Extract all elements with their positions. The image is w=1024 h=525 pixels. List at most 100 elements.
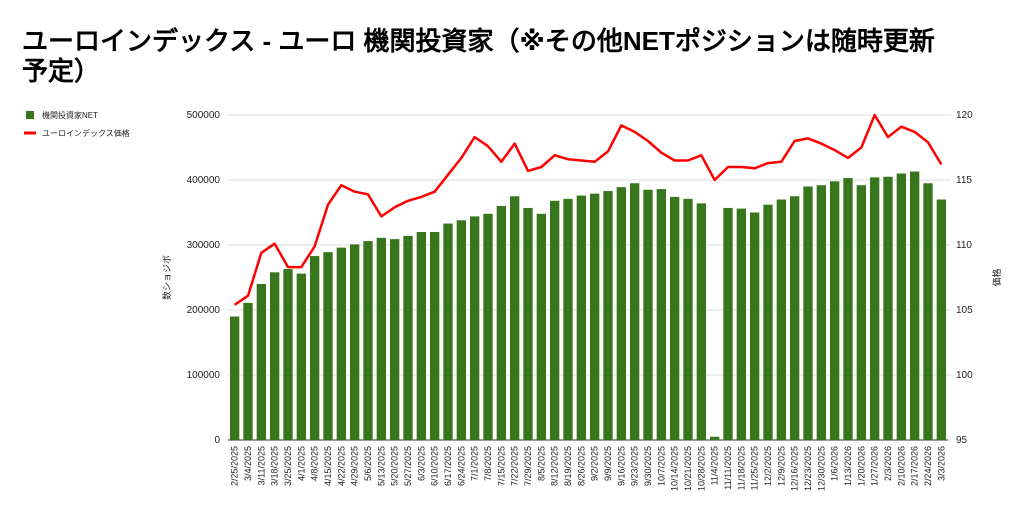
x-tick-label: 10/7/2025 <box>656 446 666 486</box>
x-tick-label: 5/20/2025 <box>390 446 400 486</box>
bar <box>923 183 933 440</box>
x-tick-label: 1/27/2026 <box>870 446 880 486</box>
x-tick-label: 4/8/2025 <box>310 446 320 481</box>
bar <box>736 208 746 440</box>
x-tick-label: 6/3/2025 <box>416 446 426 481</box>
bar <box>310 256 320 440</box>
x-tick-label: 4/29/2025 <box>350 446 360 486</box>
bar <box>443 223 453 440</box>
bar <box>376 237 386 440</box>
bar <box>670 196 680 440</box>
x-tick-label: 7/1/2025 <box>470 446 480 481</box>
y-tick-label: 500000 <box>187 110 221 121</box>
x-tick-label: 5/13/2025 <box>376 446 386 486</box>
y2-tick-label: 120 <box>956 110 973 121</box>
x-tick-label: 4/1/2025 <box>296 446 306 481</box>
x-tick-label: 9/30/2025 <box>643 446 653 486</box>
x-tick-label: 3/3/2026 <box>936 446 946 481</box>
bar <box>416 232 426 440</box>
bar <box>536 213 546 440</box>
bar <box>456 220 466 440</box>
x-tick-label: 10/28/2025 <box>696 446 706 491</box>
x-tick-label: 2/25/2025 <box>230 446 240 486</box>
bar <box>363 241 373 440</box>
x-tick-label: 8/5/2025 <box>536 446 546 481</box>
x-tick-label: 12/2/2025 <box>763 446 773 486</box>
x-tick-label: 12/23/2025 <box>803 446 813 491</box>
bar <box>430 232 440 440</box>
bar <box>283 269 293 440</box>
y-tick-label: 100000 <box>187 370 221 381</box>
bar <box>296 273 306 440</box>
bar <box>750 212 760 440</box>
bar <box>816 185 826 440</box>
x-tick-label: 4/15/2025 <box>323 446 333 486</box>
bar <box>390 239 400 440</box>
x-tick-label: 12/9/2025 <box>776 446 786 486</box>
x-tick-label: 2/10/2026 <box>896 446 906 486</box>
bar <box>803 186 813 440</box>
x-tick-label: 6/10/2025 <box>430 446 440 486</box>
legend-swatch <box>26 111 34 119</box>
bar <box>656 189 666 440</box>
x-tick-label: 6/17/2025 <box>443 446 453 486</box>
bar <box>843 178 853 441</box>
bar <box>576 195 586 440</box>
x-tick-label: 2/24/2026 <box>923 446 933 486</box>
bar <box>496 206 506 440</box>
bar <box>510 196 520 440</box>
bar <box>643 189 653 440</box>
bar <box>683 198 693 440</box>
bar <box>270 272 280 440</box>
bar <box>790 196 800 440</box>
line <box>233 113 943 306</box>
x-tick-label: 9/9/2025 <box>603 446 613 481</box>
x-tick-label: 3/18/2025 <box>270 446 280 486</box>
bar <box>256 284 266 440</box>
bar <box>630 183 640 440</box>
bar <box>243 302 253 440</box>
y-tick-label: 400000 <box>187 175 221 186</box>
legend-label: 機関投資家NET <box>42 110 98 120</box>
x-tick-label: 12/16/2025 <box>790 446 800 491</box>
x-tick-label: 5/27/2025 <box>403 446 413 486</box>
x-tick-label: 11/4/2025 <box>710 446 720 485</box>
bar <box>483 213 493 440</box>
bar <box>350 244 360 440</box>
bar <box>710 436 720 440</box>
x-tick-label: 3/4/2025 <box>243 446 253 481</box>
bar <box>870 177 880 440</box>
bar <box>763 204 773 440</box>
x-tick-label: 8/26/2025 <box>576 446 586 486</box>
x-tick-label: 5/6/2025 <box>363 446 373 481</box>
bar <box>323 252 333 440</box>
x-tick-label: 2/17/2026 <box>910 446 920 486</box>
x-tick-label: 1/20/2026 <box>856 446 866 486</box>
bar <box>856 185 866 440</box>
x-tick-label: 7/29/2025 <box>523 446 533 486</box>
x-tick-label: 3/11/2025 <box>256 446 266 485</box>
y2-tick-label: 100 <box>956 370 973 381</box>
bar <box>910 171 920 441</box>
x-tick-label: 11/18/2025 <box>736 446 746 490</box>
bar <box>883 176 893 440</box>
y-tick-label: 0 <box>214 435 220 446</box>
bar <box>550 200 560 440</box>
y2-tick-label: 110 <box>956 240 972 251</box>
bar <box>336 247 346 440</box>
x-tick-label: 9/16/2025 <box>616 446 626 486</box>
bar <box>230 316 240 440</box>
x-tick-label: 1/13/2026 <box>843 446 853 486</box>
bar <box>830 181 840 441</box>
bar <box>616 187 626 440</box>
bar <box>403 235 413 440</box>
x-tick-label: 11/25/2025 <box>750 446 760 490</box>
chart-title: ユーロインデックス - ユーロ 機関投資家（※その他NETポジションは随時更新予… <box>22 26 935 86</box>
bar <box>603 191 613 440</box>
bar <box>776 199 786 440</box>
y2-axis-label: 価格 <box>991 268 1002 286</box>
y-tick-label: 300000 <box>187 240 221 251</box>
y2-tick-label: 95 <box>956 435 968 446</box>
x-tick-label: 10/14/2025 <box>670 446 680 491</box>
